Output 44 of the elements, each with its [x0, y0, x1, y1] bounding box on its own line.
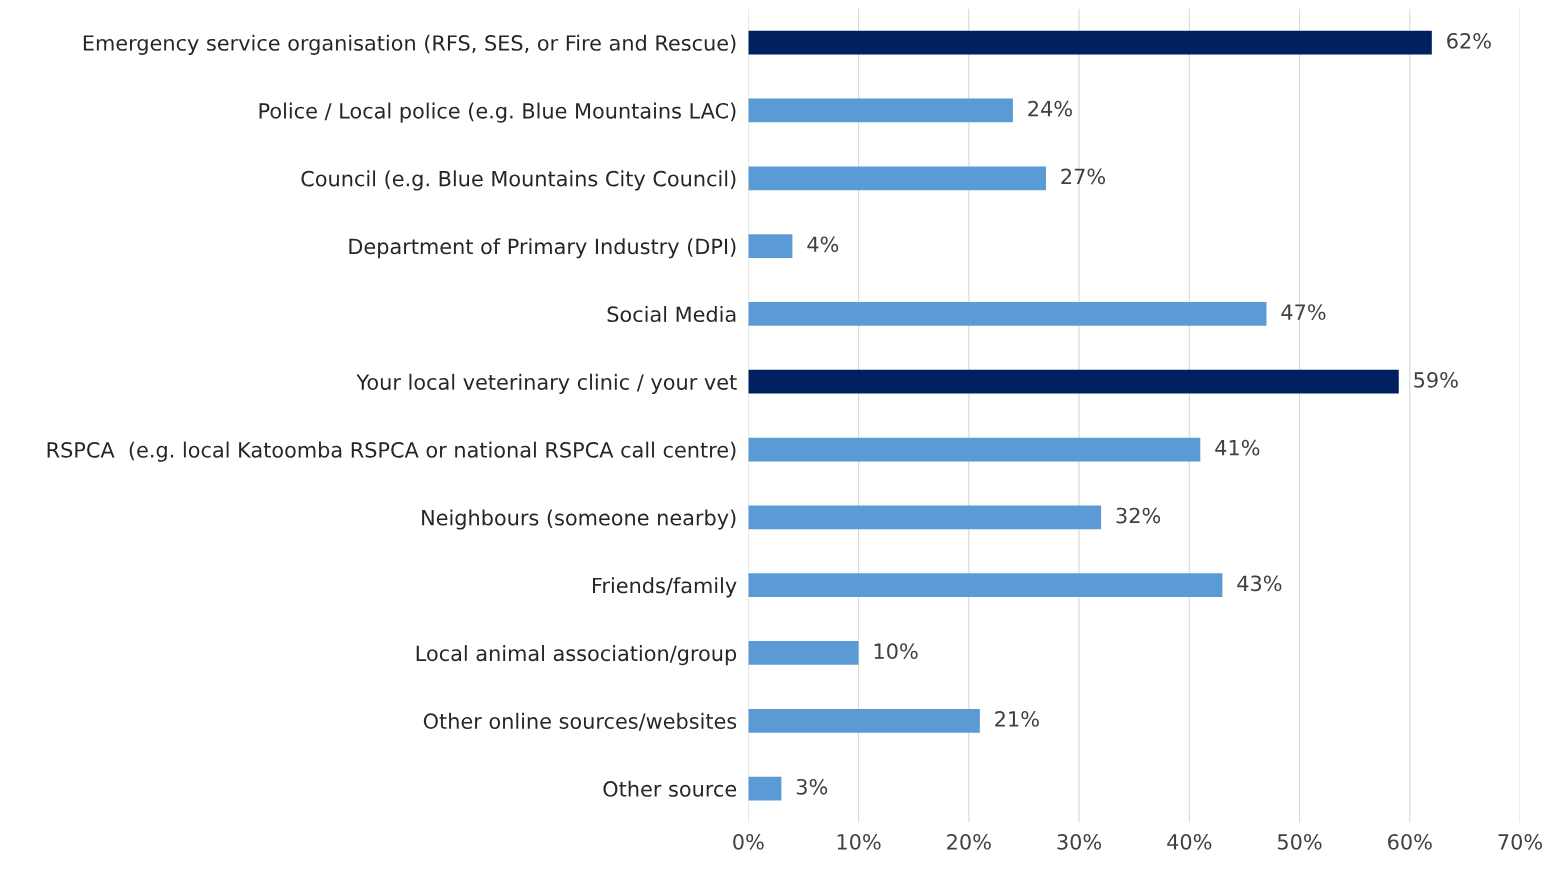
bar — [748, 437, 1201, 462]
bar — [748, 776, 782, 801]
bar — [748, 573, 1223, 598]
data-label: 24% — [1028, 100, 1072, 117]
data-label: 47% — [1281, 304, 1326, 320]
y-tick-label: Your local veterinary clinic / your vet — [356, 373, 737, 394]
y-tick-label: Department of Primary Industry (DPI) — [349, 238, 736, 259]
y-tick-label: RSPCA (e.g. local Katoomba RSPCA or national RSPCA call centre) — [47, 441, 736, 462]
bar — [748, 30, 1432, 55]
bar — [748, 708, 980, 733]
y-tick-label: Local animal association/group — [416, 645, 737, 666]
y-tick-label: Emergency service organisation (RFS, SES, or Fire and Rescue) — [83, 34, 736, 55]
data-label: 10% — [874, 643, 918, 660]
x-tick-label: 10% — [837, 833, 881, 850]
x-tick-label: 20% — [947, 833, 991, 850]
bar — [748, 641, 859, 665]
bar — [748, 505, 1102, 530]
data-label: 41% — [1215, 439, 1260, 456]
bar — [748, 302, 1267, 326]
data-label: 27% — [1061, 168, 1106, 185]
y-tick-label: Friends/family — [593, 577, 737, 598]
bar — [748, 234, 793, 258]
y-tick-label: Other source — [603, 780, 737, 797]
y-tick-label: Council (e.g. Blue Mountains City Council) — [301, 170, 736, 191]
bar — [748, 98, 1013, 123]
data-label: 43% — [1237, 575, 1282, 592]
data-label: 32% — [1116, 507, 1161, 524]
y-tick-label: Neighbours (someone nearby) — [422, 509, 736, 530]
data-label: 59% — [1414, 372, 1458, 388]
x-tick-label: 40% — [1167, 833, 1212, 850]
y-tick-label: Social Media — [607, 305, 736, 323]
data-label: 3% — [796, 778, 828, 795]
y-tick-label: Other online sources/websites — [423, 712, 737, 731]
bar — [748, 166, 1046, 191]
data-label: 21% — [995, 711, 1039, 727]
x-tick-label: 50% — [1277, 833, 1322, 850]
x-tick-label: 30% — [1057, 833, 1102, 850]
data-label: 62% — [1447, 32, 1491, 49]
x-tick-label: 60% — [1388, 833, 1432, 850]
bar — [748, 369, 1399, 394]
y-tick-label: Police / Local police (e.g. Blue Mountains LAC) — [259, 102, 736, 123]
data-label: 4% — [807, 236, 839, 253]
x-tick-label: 70% — [1498, 833, 1543, 850]
x-tick-label: 0% — [733, 833, 764, 850]
